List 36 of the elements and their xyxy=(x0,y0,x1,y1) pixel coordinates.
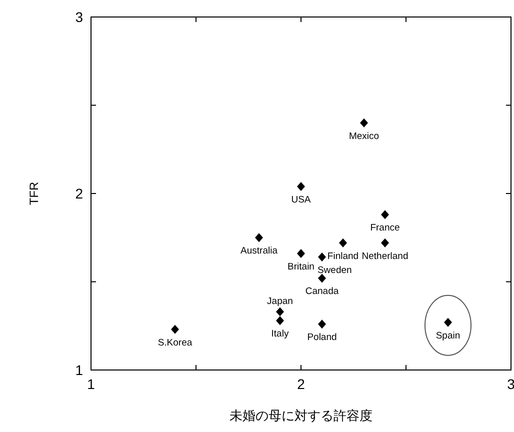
annotation: Canada xyxy=(305,286,340,298)
y-axis-title: TFR xyxy=(27,182,41,206)
annotation: Spain xyxy=(436,330,460,342)
point xyxy=(297,249,305,258)
point xyxy=(381,238,389,248)
y-tick-label: 1 xyxy=(75,362,84,378)
x-tick-label: 1 xyxy=(87,376,96,392)
annotation: Japan xyxy=(267,296,293,307)
annotation: France xyxy=(370,222,400,234)
point xyxy=(318,274,326,283)
point xyxy=(381,210,389,220)
y-tick-label: 3 xyxy=(75,9,84,25)
annotation: S.Korea xyxy=(158,337,193,348)
annotation: Sweden xyxy=(317,265,352,276)
point xyxy=(297,182,305,191)
y-tick-label: 2 xyxy=(75,186,84,202)
point xyxy=(360,118,368,128)
annotation: Poland xyxy=(307,332,337,344)
x-axis-title: 未婚の母に対する許容度 xyxy=(230,408,372,423)
point xyxy=(318,320,326,329)
annotation: Italy xyxy=(271,328,289,340)
annotation: Netherland xyxy=(362,250,408,262)
annotation: Mexico xyxy=(348,130,380,142)
x-tick-label: 2 xyxy=(297,376,306,392)
annotation: Britain xyxy=(288,262,314,273)
annotation: Finland xyxy=(327,250,359,262)
point xyxy=(171,324,179,334)
point xyxy=(444,318,452,327)
annotation: USA xyxy=(291,194,312,206)
point xyxy=(276,307,284,316)
point xyxy=(255,233,263,242)
point xyxy=(276,316,284,326)
point xyxy=(318,252,326,262)
x-tick-label: 3 xyxy=(507,376,514,392)
point xyxy=(339,238,347,248)
annotation: Australia xyxy=(240,246,278,257)
